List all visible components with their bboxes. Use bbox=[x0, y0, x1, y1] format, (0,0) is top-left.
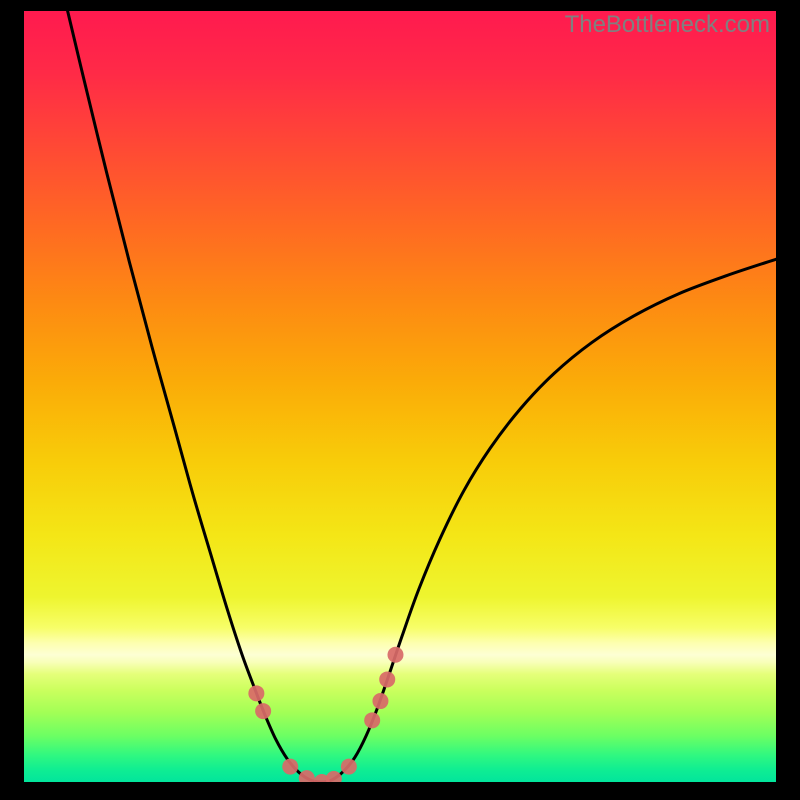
marker-point bbox=[341, 759, 357, 775]
chart-overlay bbox=[24, 11, 776, 782]
marker-point bbox=[248, 685, 264, 701]
marker-point bbox=[299, 770, 315, 782]
bottleneck-curve bbox=[68, 11, 776, 782]
marker-point bbox=[326, 771, 342, 782]
plot-area bbox=[24, 11, 776, 782]
marker-point bbox=[314, 774, 330, 782]
watermark-text: TheBottleneck.com bbox=[565, 11, 770, 39]
frame-bottom bbox=[0, 782, 800, 800]
marker-point bbox=[255, 703, 271, 719]
frame-right bbox=[776, 0, 800, 800]
marker-point bbox=[282, 759, 298, 775]
marker-point bbox=[379, 671, 395, 687]
marker-point bbox=[364, 712, 380, 728]
marker-point bbox=[387, 647, 403, 663]
marker-point bbox=[372, 693, 388, 709]
frame-top bbox=[0, 0, 800, 11]
frame-left bbox=[0, 0, 24, 800]
